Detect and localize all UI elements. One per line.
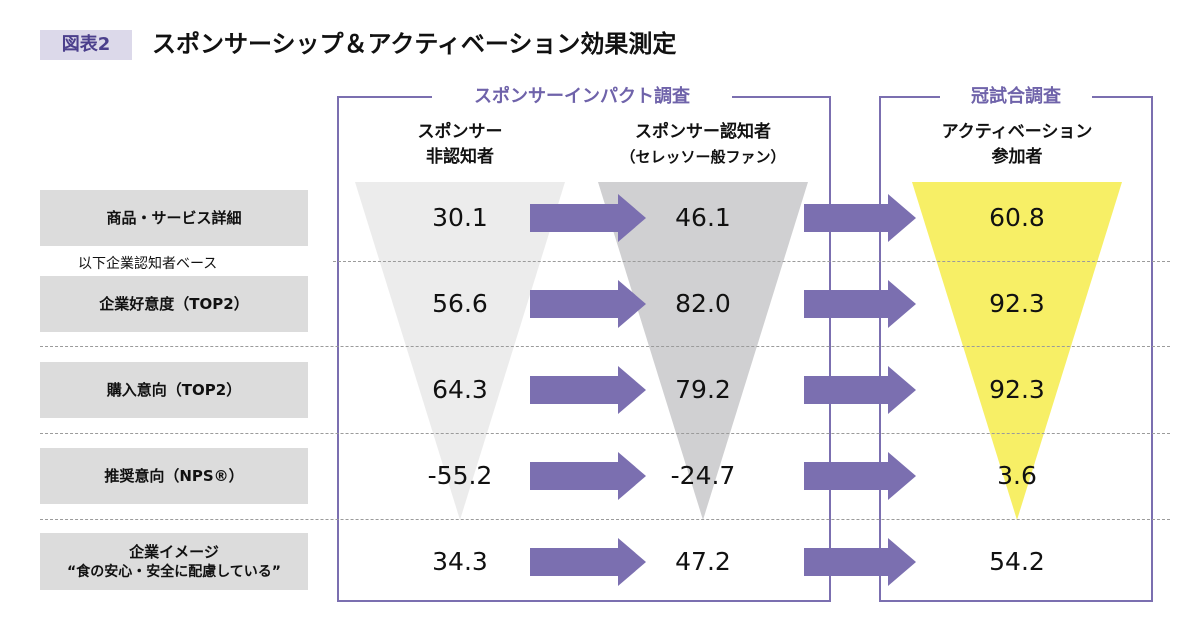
- funnel-non-aware: [355, 182, 565, 520]
- row-label-text: 商品・サービス詳細: [106, 209, 242, 227]
- figure-title: スポンサーシップ＆アクティベーション効果測定: [152, 30, 677, 58]
- flow-arrow: [530, 280, 646, 328]
- col-head-line2: （セレッソー般ファン）: [620, 148, 786, 166]
- flow-arrow: [530, 366, 646, 414]
- value-aware: -24.7: [670, 461, 736, 490]
- row-label-subtext: “食の安心・安全に配慮している”: [67, 563, 281, 580]
- row-label-text: 企業好意度（TOP2）: [99, 295, 249, 313]
- value-non-aware: 56.6: [432, 289, 488, 318]
- flow-arrow: [530, 538, 646, 586]
- funnel-participant: [912, 182, 1122, 520]
- value-aware: 47.2: [675, 547, 731, 576]
- value-non-aware: 30.1: [432, 203, 488, 232]
- flow-arrow: [804, 366, 916, 414]
- value-participant: 3.6: [997, 461, 1037, 490]
- value-non-aware: 64.3: [432, 375, 488, 404]
- flow-arrow: [530, 452, 646, 500]
- col-head-line2: 参加者: [991, 147, 1043, 167]
- row-label: 企業好意度（TOP2）: [40, 276, 308, 332]
- flow-arrow: [804, 194, 916, 242]
- row-label: 企業イメージ “食の安心・安全に配慮している”: [40, 533, 308, 590]
- col-head-aware: スポンサー認知者 （セレッソー般ファン）: [583, 120, 823, 170]
- flow-arrow: [804, 538, 916, 586]
- col-head-line1: スポンサー: [417, 122, 503, 142]
- row-separator: [40, 519, 1170, 520]
- impact-survey-box: [337, 96, 831, 602]
- value-aware: 79.2: [675, 375, 731, 404]
- col-head-non-aware: スポンサー 非認知者: [360, 120, 560, 170]
- row-label-text: 推奨意向（NPS®）: [104, 467, 244, 485]
- crown-survey-box: [879, 96, 1153, 602]
- value-non-aware: -55.2: [427, 461, 493, 490]
- row-label-text: 企業イメージ: [129, 542, 219, 561]
- col-head-participant: アクティベーション 参加者: [917, 120, 1117, 170]
- crown-survey-title: 冠試合調査: [940, 84, 1092, 110]
- row-label-text: 購入意向（TOP2）: [106, 381, 242, 399]
- flow-arrow: [804, 452, 916, 500]
- col-head-line1: アクティベーション: [941, 122, 1093, 142]
- row-separator: [40, 346, 1170, 347]
- row-separator: [333, 261, 1170, 262]
- row-label: 購入意向（TOP2）: [40, 362, 308, 418]
- funnel-aware: [598, 182, 808, 520]
- figure-label: 図表2: [40, 30, 132, 60]
- row-separator: [40, 433, 1170, 434]
- value-participant: 60.8: [989, 203, 1045, 232]
- row-label: 推奨意向（NPS®）: [40, 448, 308, 504]
- base-note: 以下企業認知者ベース: [78, 256, 218, 272]
- flow-arrow: [530, 194, 646, 242]
- row-label: 商品・サービス詳細: [40, 190, 308, 246]
- value-aware: 46.1: [675, 203, 731, 232]
- value-aware: 82.0: [675, 289, 731, 318]
- value-participant: 54.2: [989, 547, 1045, 576]
- value-participant: 92.3: [989, 289, 1045, 318]
- value-participant: 92.3: [989, 375, 1045, 404]
- col-head-line2: 非認知者: [426, 147, 494, 167]
- flow-arrow: [804, 280, 916, 328]
- col-head-line1: スポンサー認知者: [635, 122, 771, 142]
- value-non-aware: 34.3: [432, 547, 488, 576]
- impact-survey-title: スポンサーインパクト調査: [432, 84, 732, 110]
